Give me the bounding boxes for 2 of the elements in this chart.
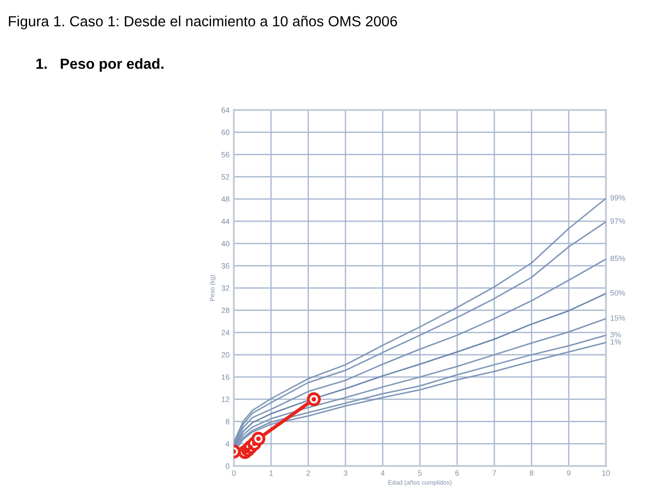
chart-title: Figura 1. Caso 1: Desde el nacimiento a 10 años OMS 2006: [8, 16, 398, 30]
text: 1. Peso por edad.: [36, 58, 164, 72]
